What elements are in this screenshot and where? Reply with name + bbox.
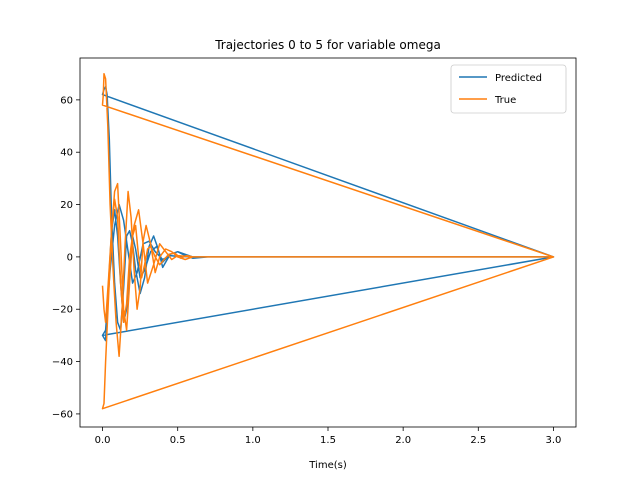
x-axis-label: Time(s) — [308, 460, 347, 471]
axes-layer: 0.0 0.5 1.0 1.5 2.0 2.5 3.0 −60 −40 −20 0 20 40 60 — [52, 57, 577, 446]
x-tick-label: 1.5 — [320, 435, 336, 446]
x-tick-label: 1.0 — [245, 435, 261, 446]
series-line-true — [101, 72, 555, 410]
y-tick-label: 60 — [60, 95, 73, 106]
y-tick-label: −20 — [52, 305, 73, 316]
x-tick-label: 0.0 — [95, 435, 111, 446]
y-tick-label: −60 — [52, 409, 73, 420]
legend-label-true: True — [494, 95, 516, 106]
y-tick-label: −40 — [52, 357, 73, 368]
y-tick-label: 20 — [60, 200, 73, 211]
x-tick-label: 2.0 — [395, 435, 411, 446]
x-tick-label: 3.0 — [546, 435, 562, 446]
legend-label-predicted: Predicted — [495, 73, 542, 84]
y-tick-label: 40 — [60, 148, 73, 159]
series-layer — [101, 72, 555, 410]
x-tick-label: 0.5 — [170, 435, 186, 446]
legend: Predicted True — [450, 64, 567, 114]
x-tick-label: 2.5 — [470, 435, 486, 446]
chart-title: Trajectories 0 to 5 for variable omega — [214, 38, 441, 52]
y-tick-label: 0 — [67, 252, 73, 263]
